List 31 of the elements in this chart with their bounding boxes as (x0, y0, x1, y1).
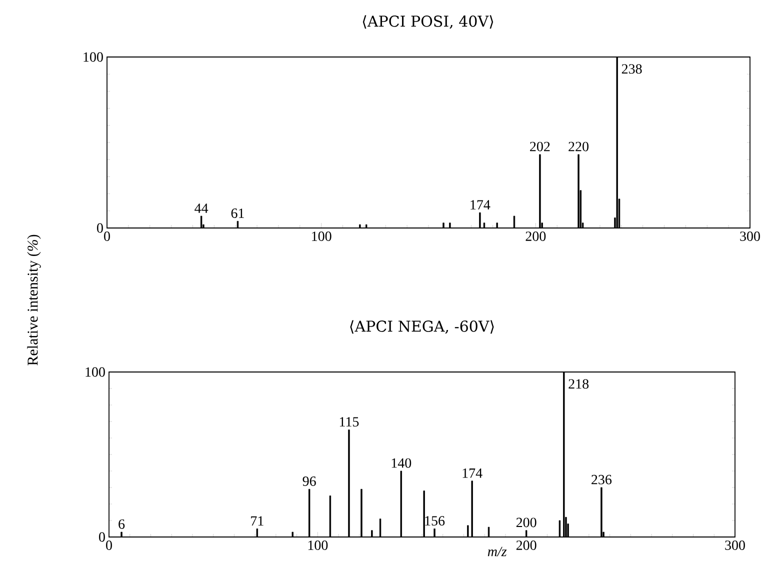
x-axis-title: m/z (488, 546, 507, 556)
x-tick-label: 0 (106, 540, 112, 550)
annotation: 174 (470, 200, 490, 210)
annotation: 218 (568, 379, 589, 389)
x-tick-label: 100 (308, 540, 328, 550)
x-tick-label: 300 (740, 232, 760, 241)
annotation: 174 (462, 468, 482, 478)
x-tick-label: 300 (725, 540, 745, 550)
chart-title: ⟨APCI NEGA, -60V⟩ (350, 320, 494, 334)
x-tick-label: 200 (516, 540, 536, 550)
annotation: 6 (118, 519, 125, 529)
annotation: 156 (425, 516, 445, 526)
y-tick-label: 100 (86, 367, 105, 377)
annotation: 236 (592, 474, 612, 484)
annotation: 115 (340, 417, 359, 427)
y-tick-label: 100 (84, 52, 103, 62)
annotation: 44 (194, 204, 208, 213)
x-tick-label: 100 (312, 232, 332, 241)
annotation: 61 (231, 208, 244, 218)
annotation: 71 (251, 516, 264, 526)
annotation: 140 (392, 458, 412, 468)
x-tick-label: 200 (526, 232, 546, 241)
y-axis-title: Relative intensity (%) (27, 234, 41, 366)
y-tick-label: 0 (97, 223, 103, 233)
annotation: 96 (302, 476, 316, 486)
chart-title: ⟨APCI POSI, 40V⟩ (362, 15, 494, 29)
y-tick-label: 0 (99, 532, 105, 542)
annotation: 220 (568, 142, 588, 152)
annotation: 200 (516, 518, 536, 528)
annotation: 202 (530, 142, 550, 152)
annotation: 238 (622, 64, 642, 74)
